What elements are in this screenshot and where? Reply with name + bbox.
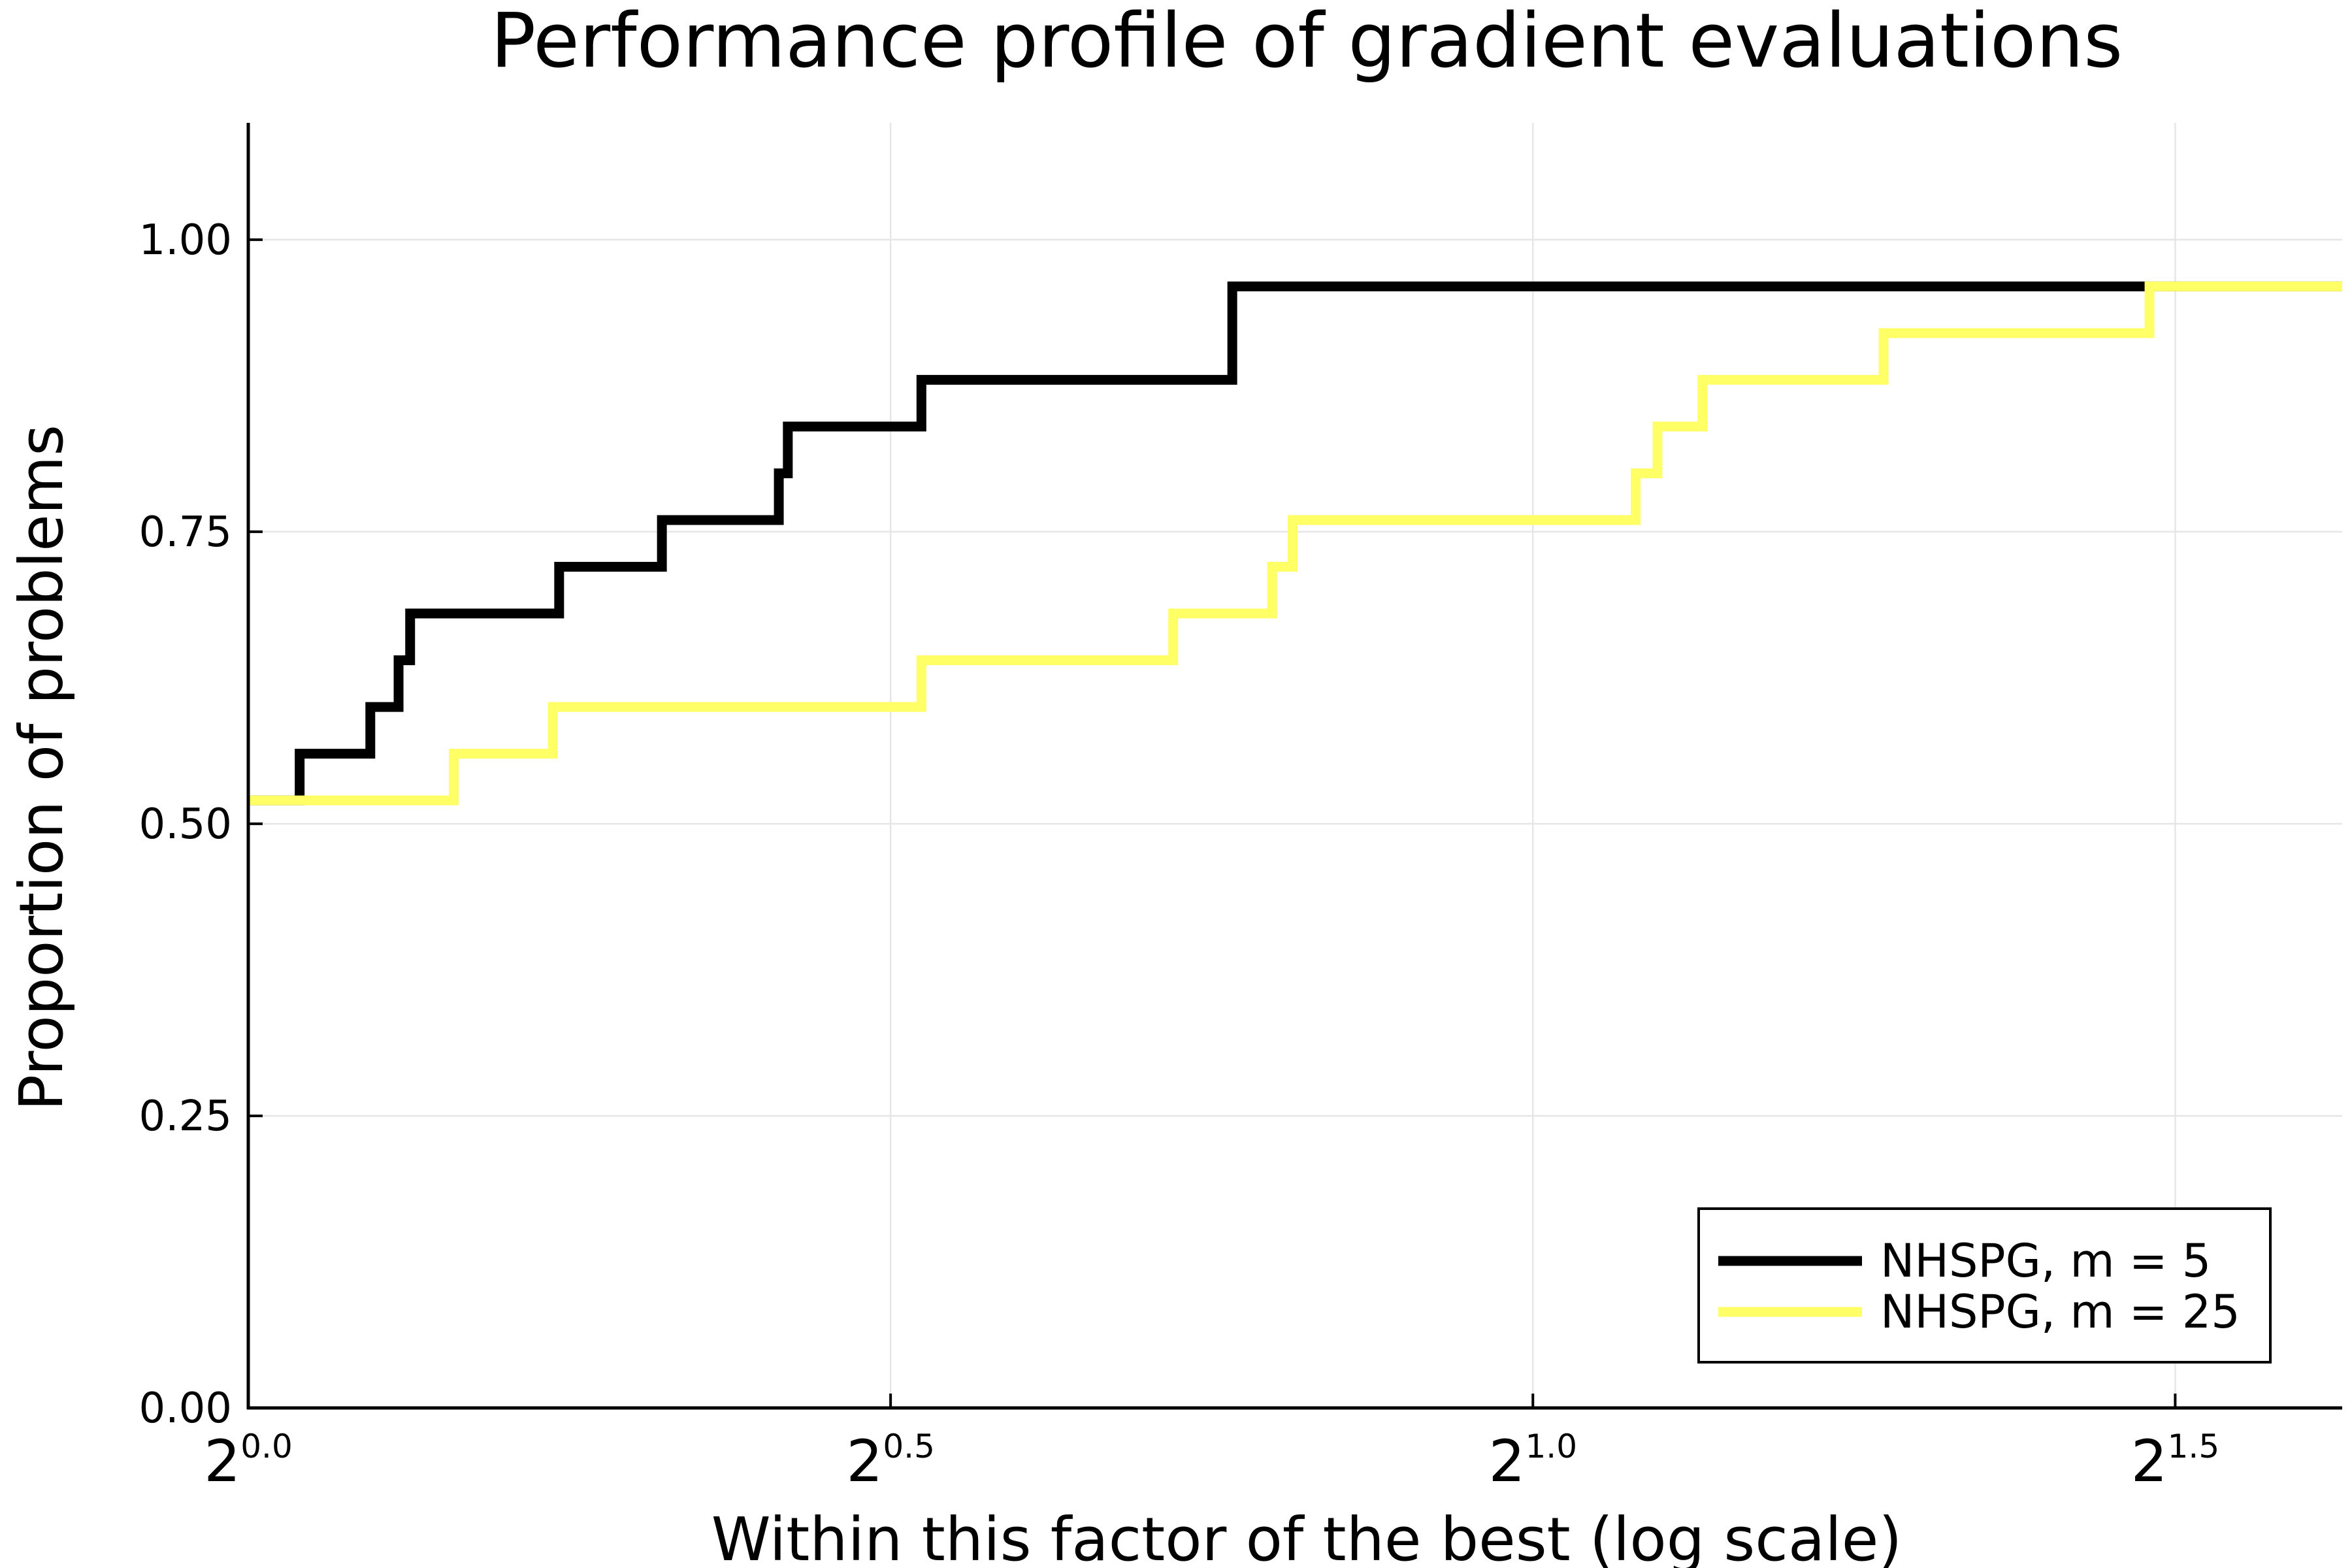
x-tick-label: 20.0 — [204, 1428, 293, 1495]
legend-box — [1697, 1207, 2272, 1364]
y-tick-label: 0.75 — [139, 508, 233, 557]
series-line-2 — [248, 281, 2342, 806]
series-line-1 — [248, 281, 2342, 806]
x-tick-label: 20.5 — [846, 1428, 935, 1495]
x-tick-label: 21.5 — [2131, 1428, 2220, 1495]
legend-label: NHSPG, m = 5 — [1880, 1234, 2211, 1288]
axes — [246, 123, 2342, 1410]
y-tick-label: 1.00 — [139, 216, 233, 265]
y-tick-label: 0.00 — [139, 1384, 233, 1433]
x-axis-label: Within this factor of the best (log scal… — [711, 1505, 1903, 1568]
y-axis-label: Proportion of problems — [7, 425, 76, 1111]
series-layer — [248, 281, 2342, 806]
legend-label: NHSPG, m = 25 — [1880, 1285, 2240, 1339]
tick-labels: 0.00 0.25 0.50 0.75 1.00 20.0 20.5 21.0 21.5 — [139, 216, 2220, 1495]
y-tick-label: 0.50 — [139, 800, 233, 849]
x-tick-label: 21.0 — [1488, 1428, 1577, 1495]
chart-title: Performance profile of gradient evaluati… — [491, 0, 2123, 85]
y-tick-label: 0.25 — [139, 1092, 233, 1141]
